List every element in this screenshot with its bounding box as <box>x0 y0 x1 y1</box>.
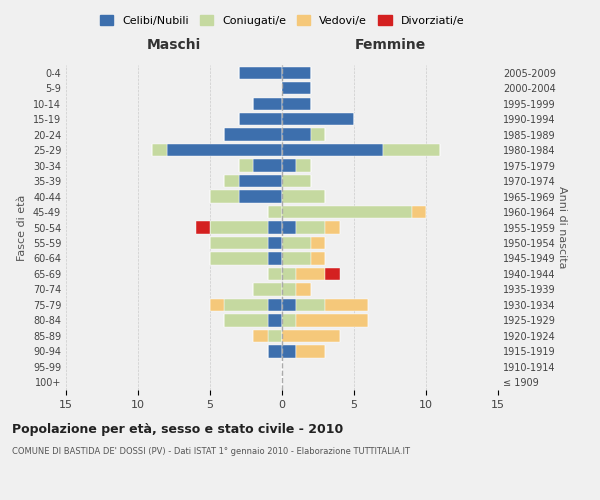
Bar <box>296 283 311 296</box>
Bar <box>282 222 296 234</box>
Y-axis label: Fasce di età: Fasce di età <box>17 194 27 260</box>
Bar <box>282 128 311 141</box>
Bar <box>325 222 340 234</box>
Bar <box>296 314 368 326</box>
Bar <box>282 298 296 311</box>
Text: Femmine: Femmine <box>355 38 425 52</box>
Bar <box>239 66 282 79</box>
Bar <box>268 314 282 326</box>
Bar <box>210 252 268 264</box>
Bar <box>282 330 340 342</box>
Bar <box>311 128 325 141</box>
Bar <box>196 222 210 234</box>
Text: Maschi: Maschi <box>147 38 201 52</box>
Bar <box>239 160 253 172</box>
Bar <box>412 206 426 218</box>
Bar <box>282 82 311 94</box>
Bar <box>282 237 311 249</box>
Bar <box>239 175 282 188</box>
Bar <box>311 237 325 249</box>
Bar <box>253 160 282 172</box>
Bar <box>296 298 325 311</box>
Legend: Celibi/Nubili, Coniugati/e, Vedovi/e, Divorziati/e: Celibi/Nubili, Coniugati/e, Vedovi/e, Di… <box>95 10 469 30</box>
Bar <box>224 175 239 188</box>
Bar <box>253 283 282 296</box>
Bar <box>210 237 268 249</box>
Bar <box>296 222 325 234</box>
Bar <box>239 113 282 126</box>
Bar <box>224 298 268 311</box>
Bar <box>282 98 311 110</box>
Bar <box>224 128 282 141</box>
Bar <box>268 268 282 280</box>
Bar <box>210 222 268 234</box>
Bar <box>282 206 412 218</box>
Bar <box>282 252 311 264</box>
Bar <box>282 144 383 156</box>
Bar <box>325 298 368 311</box>
Bar <box>268 298 282 311</box>
Bar <box>268 206 282 218</box>
Bar <box>282 345 296 358</box>
Bar <box>282 175 311 188</box>
Bar <box>152 144 167 156</box>
Bar <box>268 222 282 234</box>
Bar <box>282 113 354 126</box>
Bar <box>224 314 268 326</box>
Text: COMUNE DI BASTIDA DE' DOSSI (PV) - Dati ISTAT 1° gennaio 2010 - Elaborazione TUT: COMUNE DI BASTIDA DE' DOSSI (PV) - Dati … <box>12 448 410 456</box>
Bar <box>253 330 268 342</box>
Bar <box>268 252 282 264</box>
Bar <box>282 66 311 79</box>
Bar <box>325 268 340 280</box>
Bar <box>282 268 296 280</box>
Bar <box>282 190 325 202</box>
Bar <box>282 283 296 296</box>
Bar <box>268 330 282 342</box>
Bar <box>253 98 282 110</box>
Y-axis label: Anni di nascita: Anni di nascita <box>557 186 567 269</box>
Bar <box>268 237 282 249</box>
Bar <box>268 345 282 358</box>
Text: Popolazione per età, sesso e stato civile - 2010: Popolazione per età, sesso e stato civil… <box>12 422 343 436</box>
Bar <box>311 252 325 264</box>
Bar <box>282 160 296 172</box>
Bar <box>383 144 440 156</box>
Bar <box>167 144 282 156</box>
Bar <box>282 314 296 326</box>
Bar <box>296 160 311 172</box>
Bar <box>296 345 325 358</box>
Bar <box>210 298 224 311</box>
Bar <box>296 268 325 280</box>
Bar <box>239 190 282 202</box>
Bar <box>210 190 239 202</box>
